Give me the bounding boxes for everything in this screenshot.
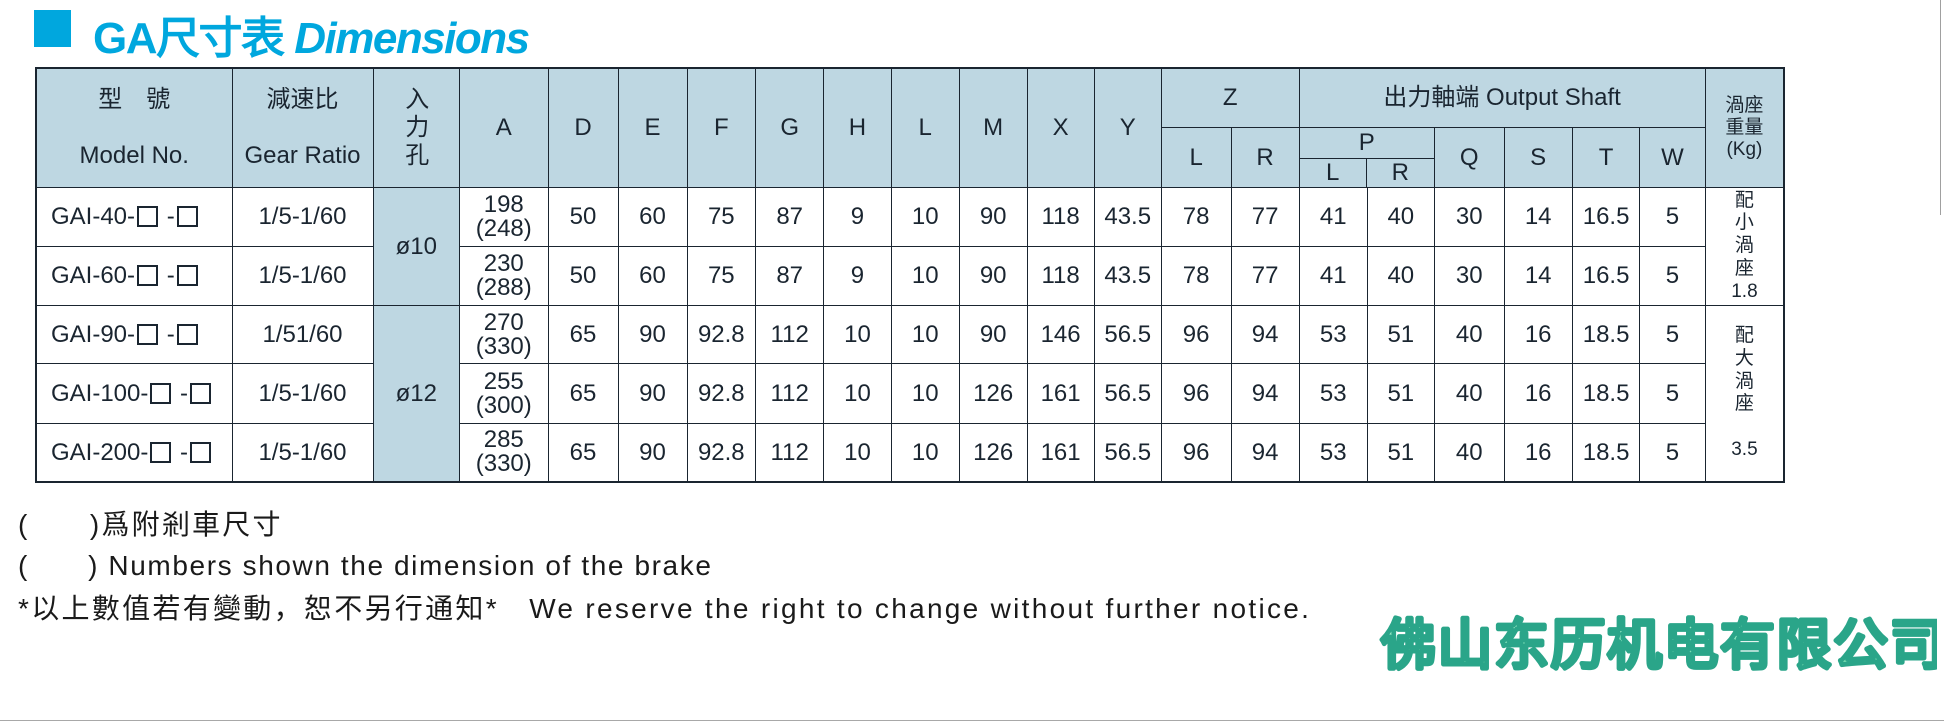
svg-text:佛山东历机电有限公司: 佛山东历机电有限公司	[1380, 614, 1937, 676]
